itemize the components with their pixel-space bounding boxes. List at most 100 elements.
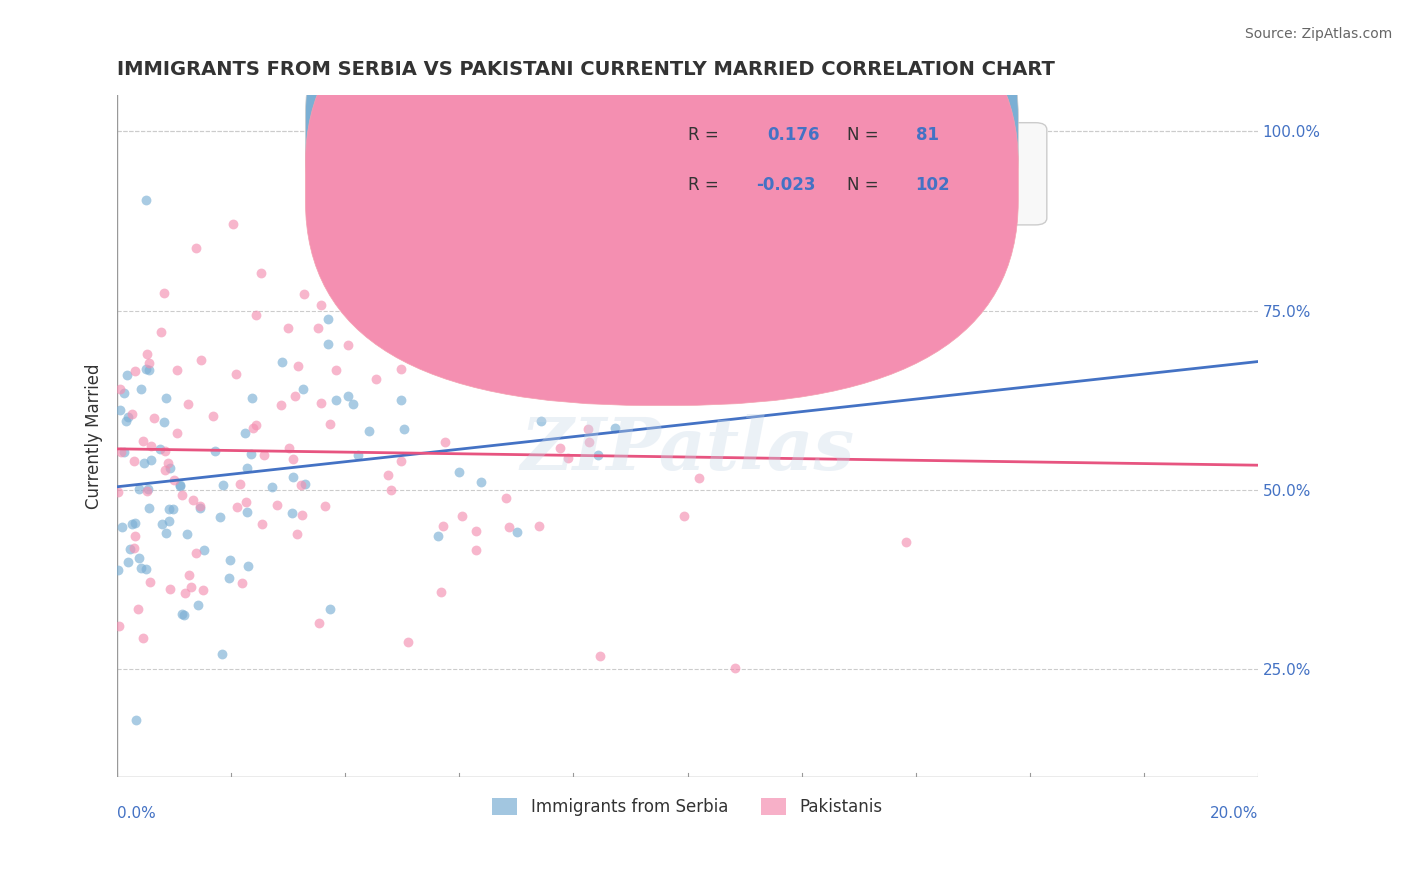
Point [242,421,264,435]
Point [131,382,153,396]
Point [149,442,172,457]
Point [319,602,342,616]
Text: 0.176: 0.176 [768,126,820,145]
Point [389,454,412,468]
Point [112,386,135,401]
Point [240,391,263,405]
Point [316,311,339,326]
Point [495,491,517,505]
Point [308,616,330,631]
Point [172,607,194,621]
Point [389,392,412,407]
Point [124,363,146,377]
Point [548,442,571,456]
Point [177,397,200,411]
Point [470,475,492,489]
Point [486,302,509,317]
Point [465,524,488,538]
Point [180,580,202,594]
Point [112,445,135,459]
Point [138,356,160,370]
Point [218,571,240,585]
Point [172,488,194,502]
Point [219,553,242,567]
Legend: Immigrants from Serbia, Pakistanis: Immigrants from Serbia, Pakistanis [485,791,890,823]
Point [530,414,553,428]
FancyBboxPatch shape [624,123,1047,225]
Point [122,541,145,556]
Point [124,529,146,543]
Point [347,448,370,462]
Y-axis label: Currently Married: Currently Married [86,363,103,509]
Point [366,372,388,386]
Point [173,607,195,622]
Point [124,516,146,530]
Text: N =: N = [848,176,879,194]
Text: N =: N = [848,126,879,145]
Text: 102: 102 [915,176,950,194]
Point [285,527,308,541]
Point [212,478,235,492]
Point [155,391,177,405]
Point [204,444,226,458]
Point [391,362,413,376]
Point [673,508,696,523]
Point [155,526,177,541]
Point [380,483,402,497]
Point [377,468,399,483]
Point [187,598,209,612]
Point [270,355,292,369]
Point [688,471,710,485]
Point [236,460,259,475]
Point [135,362,157,376]
Point [162,473,184,487]
Point [136,483,159,498]
Point [190,500,212,514]
Point [236,505,259,519]
Point [325,363,347,377]
Point [231,575,253,590]
Point [131,561,153,575]
Point [128,483,150,497]
Point [128,550,150,565]
Point [427,529,450,543]
Point [396,635,419,649]
Point [340,269,363,284]
Point [294,476,316,491]
Point [894,534,917,549]
Point [108,402,131,417]
Point [115,368,138,382]
Point [114,414,136,428]
Point [319,417,342,431]
Point [139,439,162,453]
Point [131,434,153,448]
Point [527,519,550,533]
Point [225,500,247,514]
Point [576,422,599,436]
Point [186,240,208,254]
Point [111,520,134,534]
Point [314,499,336,513]
Point [309,396,332,410]
Point [578,435,600,450]
Point [451,509,474,524]
Text: IMMIGRANTS FROM SERBIA VS PAKISTANI CURRENTLY MARRIED CORRELATION CHART: IMMIGRANTS FROM SERBIA VS PAKISTANI CURR… [117,60,1054,78]
Point [228,477,250,491]
Point [479,320,502,334]
Point [183,493,205,508]
Point [557,450,579,465]
Text: 81: 81 [915,126,939,145]
Point [434,435,457,450]
FancyBboxPatch shape [305,0,1018,406]
Point [605,421,627,435]
Point [122,453,145,467]
Point [211,647,233,661]
Point [430,584,453,599]
Point [495,272,517,286]
Point [633,331,655,345]
Point [277,321,299,335]
Point [222,217,245,231]
Point [292,382,315,396]
Point [325,393,347,408]
Point [159,582,181,597]
